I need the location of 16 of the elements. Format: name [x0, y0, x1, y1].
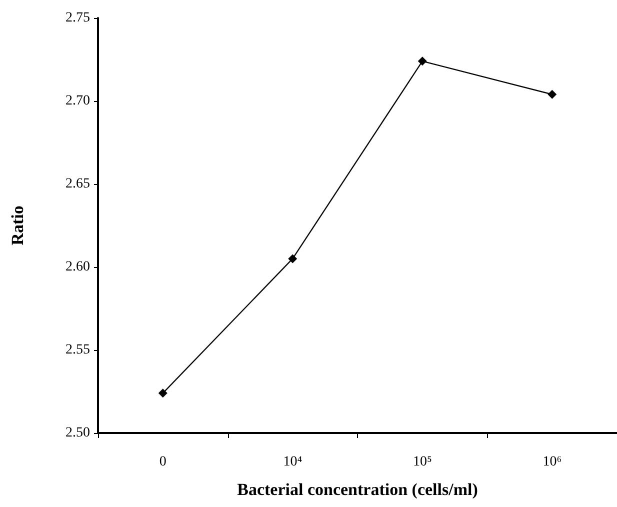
y-tick-label: 2.60	[66, 260, 90, 274]
point	[548, 90, 557, 99]
y-tick-label: 2.75	[66, 10, 90, 26]
x-tick-label: 10⁶	[542, 454, 562, 470]
y-tick-label: 2.50	[66, 426, 90, 440]
point	[158, 388, 168, 398]
x-tick-label: 0	[159, 454, 166, 470]
y-tick-label: 2.65	[66, 176, 90, 192]
y-tick-label: 2.70	[66, 94, 90, 108]
x-axis-title: Bacterial concentration (cells/ml)	[237, 480, 478, 499]
point	[418, 56, 427, 66]
y-tick-label: 2.55	[66, 342, 90, 358]
x-tick-label: 10⁴	[283, 454, 302, 470]
x-tick-label: 10⁵	[412, 454, 432, 470]
point	[288, 254, 298, 264]
y-axis-title: Ratio	[8, 206, 27, 246]
